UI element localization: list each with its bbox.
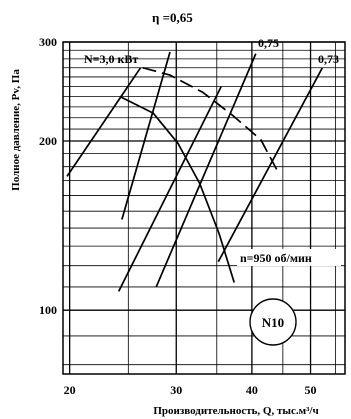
x-tick-label: 40 bbox=[246, 383, 258, 397]
x-axis-label: Производительность, Q, тыс.м³/ч bbox=[153, 405, 318, 417]
grid bbox=[63, 41, 345, 374]
fan-size-label: N10 bbox=[262, 315, 284, 330]
series-line bbox=[217, 67, 324, 263]
plot-border bbox=[62, 41, 346, 375]
y-tick-label: 100 bbox=[39, 303, 57, 317]
x-tick-label: 20 bbox=[64, 383, 76, 397]
y-tick-label: 200 bbox=[39, 134, 57, 148]
series-line bbox=[66, 67, 142, 177]
y-axis-label: Полное давление, Pv, Па bbox=[10, 69, 22, 191]
x-tick-label: 30 bbox=[170, 383, 182, 397]
series-label-075: 0,75 bbox=[258, 36, 279, 50]
chart-title: η =0,65 bbox=[152, 10, 193, 25]
curves bbox=[66, 51, 324, 292]
fan-size-circle bbox=[249, 298, 297, 346]
series-line bbox=[119, 95, 236, 283]
speed-label: n=950 об/мин bbox=[240, 251, 312, 265]
speed-label-background bbox=[237, 249, 341, 266]
series-line bbox=[117, 86, 222, 292]
power-label: N=3,0 кВт bbox=[84, 52, 138, 66]
y-tick-label: 300 bbox=[39, 35, 57, 49]
y-tick-labels: 100 200 300 bbox=[39, 35, 57, 317]
series-line bbox=[142, 66, 279, 173]
series-line bbox=[155, 53, 257, 288]
x-tick-label: 50 bbox=[305, 383, 317, 397]
series-line bbox=[121, 51, 171, 220]
x-tick-labels: 20 30 40 50 bbox=[64, 383, 317, 397]
series-label-073: 0,73 bbox=[318, 52, 339, 66]
